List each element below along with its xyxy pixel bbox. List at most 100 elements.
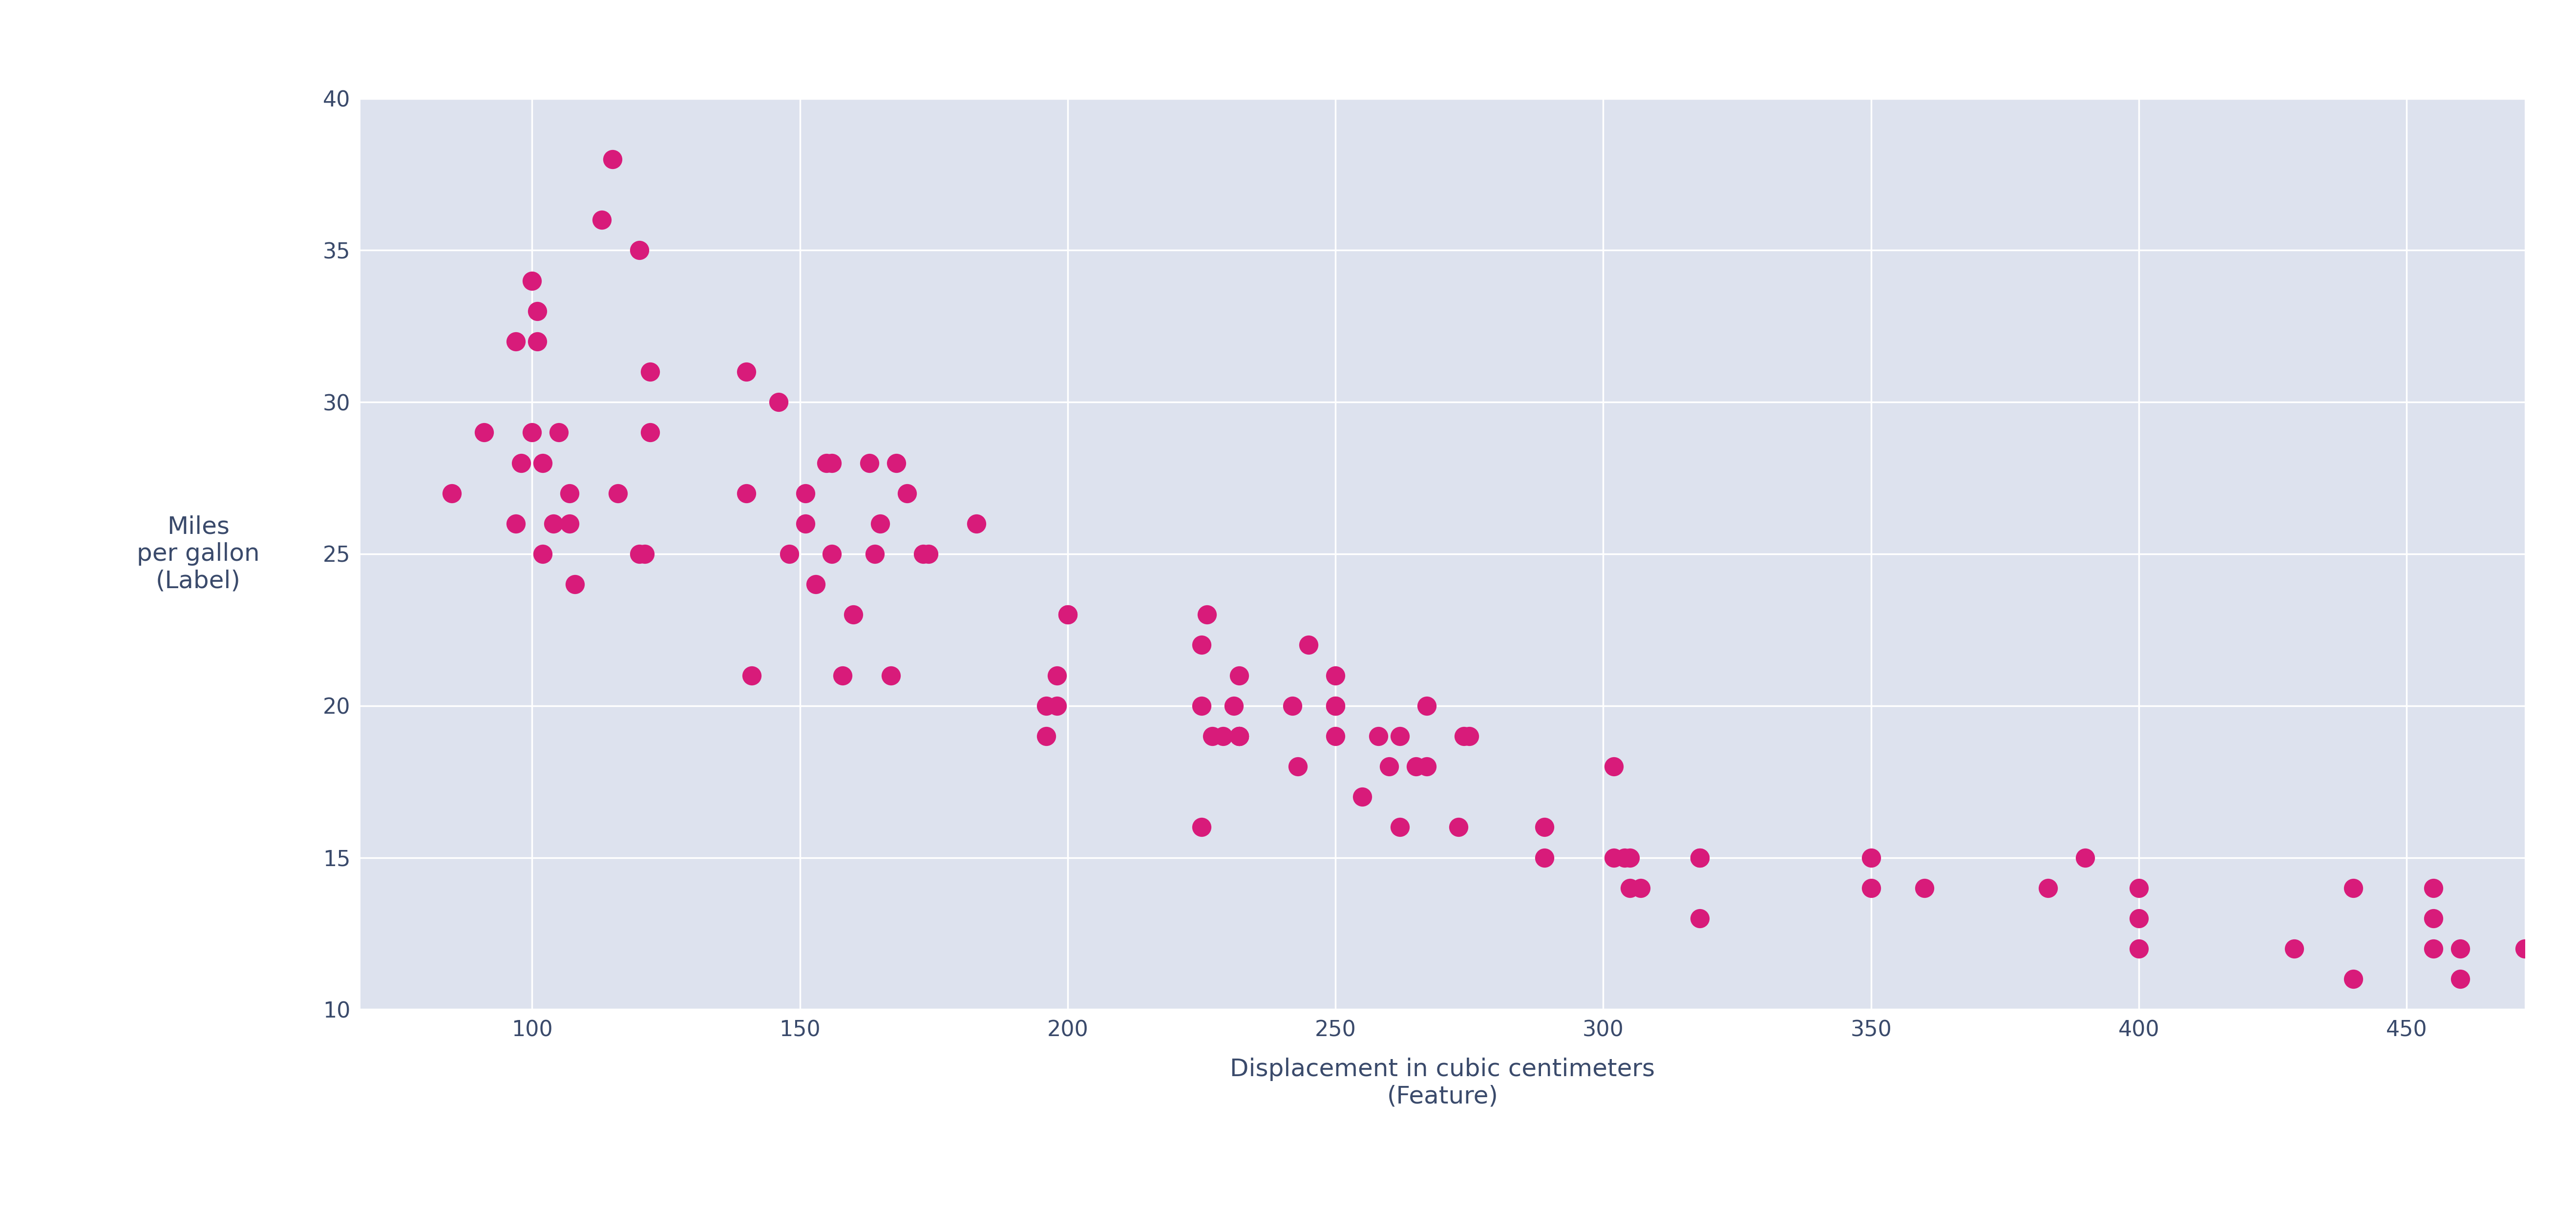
Point [464,422,505,442]
Point [1443,726,1484,746]
Point [1273,696,1314,715]
Point [1046,604,1087,624]
Point [629,362,670,382]
Point [1218,666,1260,686]
Point [1046,604,1087,624]
Point [1406,696,1448,715]
Point [726,362,768,382]
Point [1193,726,1234,746]
Point [1314,726,1355,746]
Point [2414,939,2455,959]
Point [1358,726,1399,746]
Point [2439,939,2481,959]
Y-axis label: Miles
per gallon
(Label): Miles per gallon (Label) [137,515,260,593]
Point [1437,817,1479,837]
Point [1025,696,1066,715]
Point [956,513,997,533]
Point [1180,817,1221,837]
Point [2117,908,2159,928]
Point [886,484,927,503]
Point [1036,696,1077,715]
Point [582,211,623,230]
Point [786,513,827,533]
Point [618,544,659,564]
Point [1525,848,1566,868]
Point [523,453,564,473]
Point [726,484,768,503]
Point [592,149,634,169]
Point [1314,696,1355,715]
Point [1448,726,1489,746]
Point [2117,878,2159,897]
Point [1180,696,1221,715]
Point [832,604,873,624]
Point [2331,969,2372,988]
Point [1278,757,1319,777]
Point [549,484,590,503]
Point [430,484,471,503]
Point [1218,726,1260,746]
Point [1314,666,1355,686]
Point [1314,696,1355,715]
Point [513,422,554,442]
Point [902,544,943,564]
Point [1368,757,1409,777]
Point [1218,726,1260,746]
Point [1595,757,1636,777]
X-axis label: Displacement in cubic centimeters
(Feature): Displacement in cubic centimeters (Featu… [1231,1057,1654,1108]
Point [2439,969,2481,988]
Point [2066,848,2107,868]
Point [822,666,863,686]
Point [811,544,853,564]
Point [1342,787,1383,806]
Point [1850,878,1891,897]
Point [495,331,536,351]
Point [1213,696,1255,715]
Point [1595,848,1636,868]
Point [1610,878,1651,897]
Point [907,544,948,564]
Point [806,453,848,473]
Point [518,331,559,351]
Point [1288,635,1329,655]
Point [1680,848,1721,868]
Point [1180,635,1221,655]
Point [629,422,670,442]
Point [2414,908,2455,928]
Point [618,240,659,260]
Point [1025,726,1066,746]
Point [523,544,564,564]
Point [786,484,827,503]
Point [549,513,590,533]
Point [757,393,799,412]
Point [1610,848,1651,868]
Point [1620,878,1662,897]
Point [1396,757,1437,777]
Point [495,513,536,533]
Point [1378,817,1419,837]
Point [1525,817,1566,837]
Point [732,666,773,686]
Point [811,453,853,473]
Point [2414,878,2455,897]
Point [1406,757,1448,777]
Point [554,575,595,595]
Point [1378,726,1419,746]
Point [1904,878,1945,897]
Point [1188,604,1229,624]
Point [518,302,559,321]
Point [1203,726,1244,746]
Point [796,575,837,595]
Point [1218,726,1260,746]
Point [2331,878,2372,897]
Point [2504,939,2545,959]
Point [500,453,541,473]
Point [538,422,580,442]
Point [876,453,917,473]
Point [1680,908,1721,928]
Point [2117,939,2159,959]
Point [623,544,665,564]
Point [2275,939,2316,959]
Point [850,453,891,473]
Point [768,544,809,564]
